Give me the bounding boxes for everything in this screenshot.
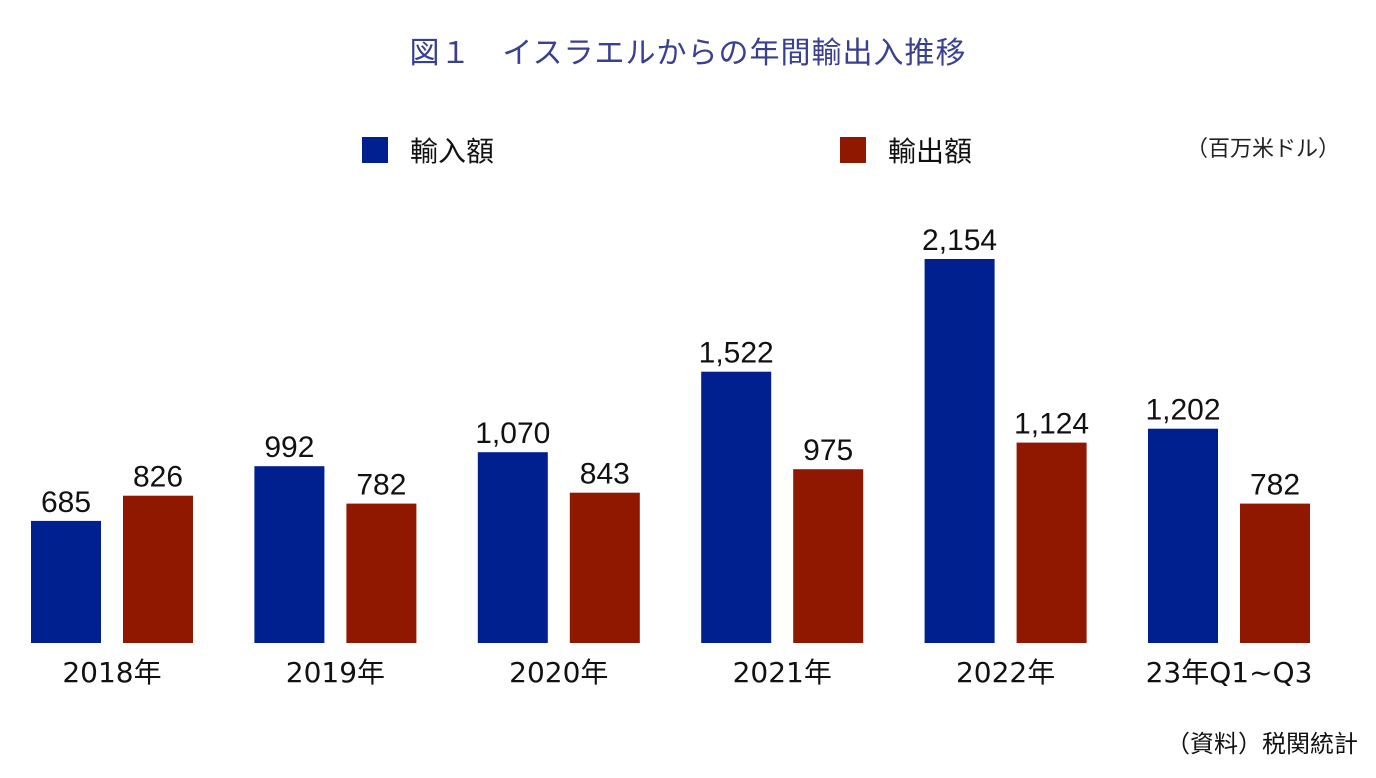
category-label-1: 2019年 bbox=[286, 656, 385, 689]
value-label-imports-2: 1,070 bbox=[475, 417, 550, 450]
bar-imports-4 bbox=[924, 259, 995, 643]
source-note: （資料）税関統計 bbox=[1166, 730, 1358, 758]
legend-item-exports: 輸出額 bbox=[840, 130, 972, 170]
category-label-0: 2018年 bbox=[62, 656, 161, 689]
value-label-imports-1: 992 bbox=[264, 431, 314, 464]
bar-exports-4 bbox=[1016, 442, 1087, 643]
legend-label-exports: 輸出額 bbox=[888, 135, 973, 168]
bar-exports-2 bbox=[569, 492, 640, 643]
value-label-exports-5: 782 bbox=[1250, 469, 1300, 502]
value-label-exports-4: 1,124 bbox=[1014, 408, 1089, 441]
category-label-4: 2022年 bbox=[956, 656, 1055, 689]
bar-imports-3 bbox=[701, 371, 772, 643]
value-label-exports-1: 782 bbox=[356, 469, 406, 502]
unit-label: （百万米ドル） bbox=[1185, 137, 1340, 162]
legend-label-imports: 輸入額 bbox=[410, 135, 495, 168]
bar-imports-5 bbox=[1148, 428, 1218, 643]
bar-exports-1 bbox=[346, 503, 417, 643]
bar-imports-2 bbox=[477, 452, 548, 643]
category-label-5: 23年Q1~Q3 bbox=[1146, 656, 1313, 689]
legend-swatch-exports bbox=[840, 137, 866, 163]
bar-exports-0 bbox=[123, 495, 193, 643]
legend-swatch-imports bbox=[362, 137, 388, 163]
category-label-2: 2020年 bbox=[509, 656, 608, 689]
bar-exports-3 bbox=[793, 469, 864, 643]
value-label-imports-5: 1,202 bbox=[1145, 394, 1220, 427]
value-label-imports-4: 2,154 bbox=[922, 224, 997, 257]
bar-imports-0 bbox=[31, 520, 101, 643]
value-label-exports-3: 975 bbox=[803, 434, 853, 467]
value-label-exports-0: 826 bbox=[133, 461, 183, 494]
bar-exports-5 bbox=[1240, 503, 1310, 643]
value-label-imports-0: 685 bbox=[41, 486, 91, 519]
legend-item-imports: 輸入額 bbox=[362, 130, 494, 170]
value-label-exports-2: 843 bbox=[580, 458, 630, 491]
category-label-3: 2021年 bbox=[733, 656, 832, 689]
chart-title: 図１ イスラエルからの年間輸出入推移 bbox=[409, 36, 967, 71]
bar-imports-1 bbox=[254, 466, 325, 643]
value-label-imports-3: 1,522 bbox=[699, 337, 774, 370]
